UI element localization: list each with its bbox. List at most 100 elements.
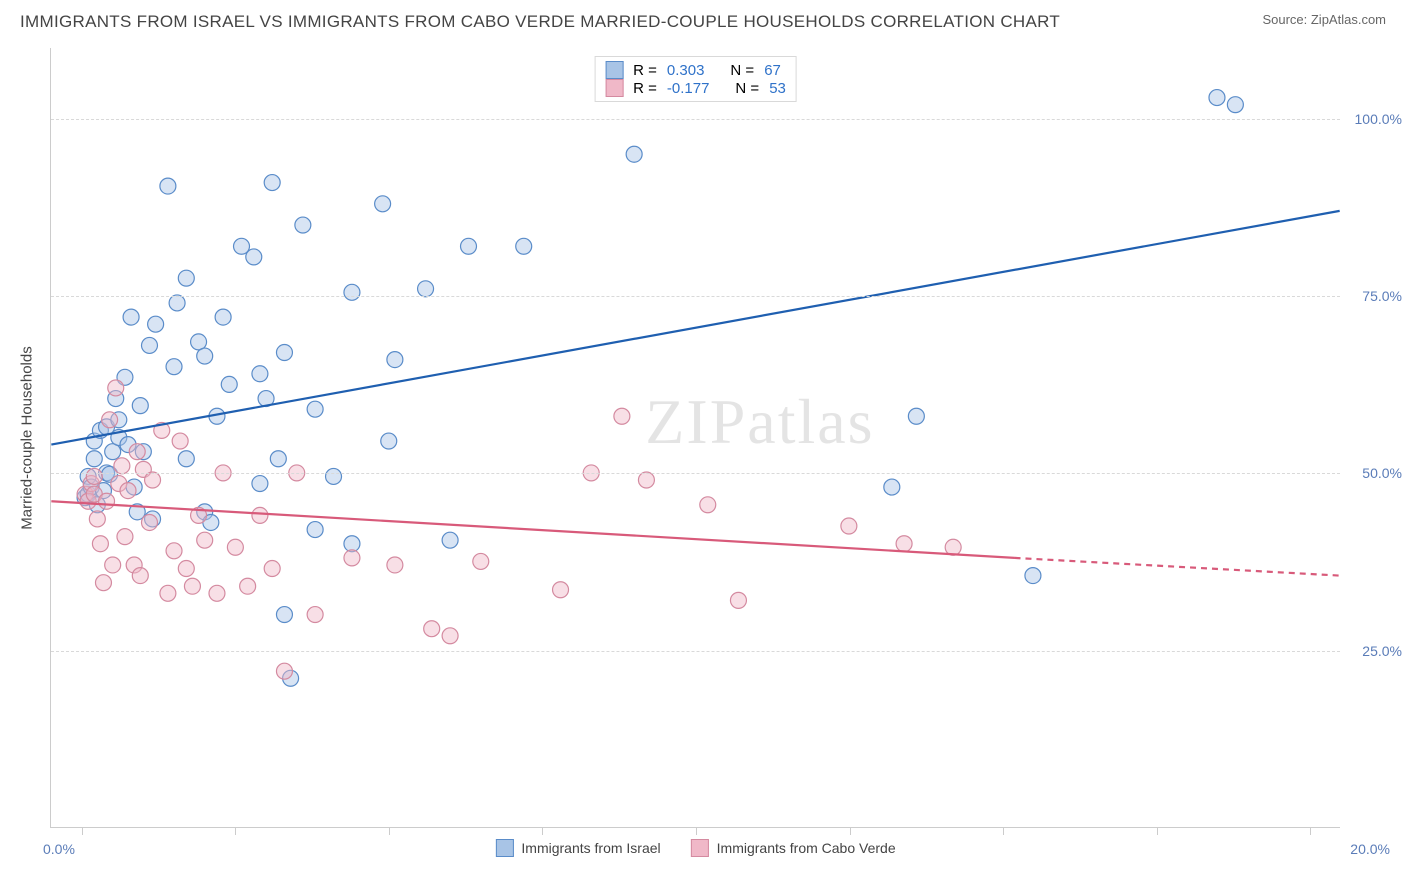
data-point xyxy=(141,514,157,530)
data-point xyxy=(117,529,133,545)
data-point xyxy=(221,376,237,392)
data-point xyxy=(178,270,194,286)
data-point xyxy=(160,585,176,601)
data-point xyxy=(626,146,642,162)
x-tick xyxy=(542,827,543,835)
n-value: 53 xyxy=(769,80,786,97)
y-tick-label: 100.0% xyxy=(1355,111,1402,127)
data-point xyxy=(442,532,458,548)
data-point xyxy=(120,483,136,499)
data-point xyxy=(209,585,225,601)
data-point xyxy=(442,628,458,644)
data-point xyxy=(264,561,280,577)
data-point xyxy=(473,553,489,569)
data-point xyxy=(141,337,157,353)
data-point xyxy=(178,451,194,467)
data-point xyxy=(307,522,323,538)
data-point xyxy=(1227,97,1243,113)
data-point xyxy=(1209,90,1225,106)
correlation-legend: R =0.303N =67R =-0.177N =53 xyxy=(594,56,797,102)
r-value: 0.303 xyxy=(667,62,705,79)
chart-title: IMMIGRANTS FROM ISRAEL VS IMMIGRANTS FRO… xyxy=(20,12,1060,32)
chart-area: Married-couple Households ZIPatlas R =0.… xyxy=(50,48,1340,828)
data-point xyxy=(1025,568,1041,584)
data-point xyxy=(172,433,188,449)
series-legend: Immigrants from Israel Immigrants from Ca… xyxy=(495,839,895,857)
data-point xyxy=(252,476,268,492)
data-point xyxy=(276,607,292,623)
data-point xyxy=(169,295,185,311)
data-point xyxy=(227,539,243,555)
data-point xyxy=(252,507,268,523)
data-point xyxy=(387,557,403,573)
data-point xyxy=(375,196,391,212)
data-point xyxy=(344,550,360,566)
legend-item: Immigrants from Cabo Verde xyxy=(691,839,896,857)
data-point xyxy=(184,578,200,594)
data-point xyxy=(240,578,256,594)
x-tick xyxy=(1310,827,1311,835)
data-point xyxy=(86,468,102,484)
data-point xyxy=(114,458,130,474)
legend-swatch xyxy=(495,839,513,857)
data-point xyxy=(102,412,118,428)
data-point xyxy=(160,178,176,194)
y-tick-label: 25.0% xyxy=(1362,643,1402,659)
x-tick xyxy=(1157,827,1158,835)
data-point xyxy=(424,621,440,637)
x-tick xyxy=(389,827,390,835)
legend-label: Immigrants from Israel xyxy=(521,840,660,856)
scatter-plot xyxy=(51,48,1340,827)
y-tick-label: 50.0% xyxy=(1362,465,1402,481)
data-point xyxy=(276,345,292,361)
data-point xyxy=(884,479,900,495)
legend-item: Immigrants from Israel xyxy=(495,839,660,857)
data-point xyxy=(700,497,716,513)
legend-row: R =0.303N =67 xyxy=(605,61,786,79)
data-point xyxy=(614,408,630,424)
source-label: Source: ZipAtlas.com xyxy=(1262,12,1386,27)
data-point xyxy=(95,575,111,591)
r-label: R = xyxy=(633,80,657,97)
data-point xyxy=(418,281,434,297)
trend-line-extrapolated xyxy=(1015,558,1340,576)
data-point xyxy=(105,557,121,573)
data-point xyxy=(123,309,139,325)
gridline xyxy=(51,473,1340,474)
data-point xyxy=(246,249,262,265)
data-point xyxy=(381,433,397,449)
data-point xyxy=(178,561,194,577)
data-point xyxy=(89,511,105,527)
data-point xyxy=(99,493,115,509)
data-point xyxy=(129,444,145,460)
data-point xyxy=(841,518,857,534)
legend-row: R =-0.177N =53 xyxy=(605,79,786,97)
data-point xyxy=(148,316,164,332)
data-point xyxy=(295,217,311,233)
data-point xyxy=(108,380,124,396)
data-point xyxy=(86,451,102,467)
gridline xyxy=(51,119,1340,120)
data-point xyxy=(461,238,477,254)
x-axis-max-label: 20.0% xyxy=(1350,841,1390,857)
data-point xyxy=(92,536,108,552)
x-tick xyxy=(1003,827,1004,835)
header: IMMIGRANTS FROM ISRAEL VS IMMIGRANTS FRO… xyxy=(0,0,1406,38)
n-label: N = xyxy=(735,80,759,97)
data-point xyxy=(197,532,213,548)
n-label: N = xyxy=(730,62,754,79)
x-tick xyxy=(696,827,697,835)
gridline xyxy=(51,296,1340,297)
data-point xyxy=(730,592,746,608)
legend-swatch xyxy=(605,61,623,79)
legend-swatch xyxy=(691,839,709,857)
data-point xyxy=(307,401,323,417)
data-point xyxy=(264,175,280,191)
data-point xyxy=(252,366,268,382)
x-tick xyxy=(850,827,851,835)
data-point xyxy=(307,607,323,623)
data-point xyxy=(197,348,213,364)
data-point xyxy=(166,543,182,559)
data-point xyxy=(387,352,403,368)
data-point xyxy=(344,284,360,300)
